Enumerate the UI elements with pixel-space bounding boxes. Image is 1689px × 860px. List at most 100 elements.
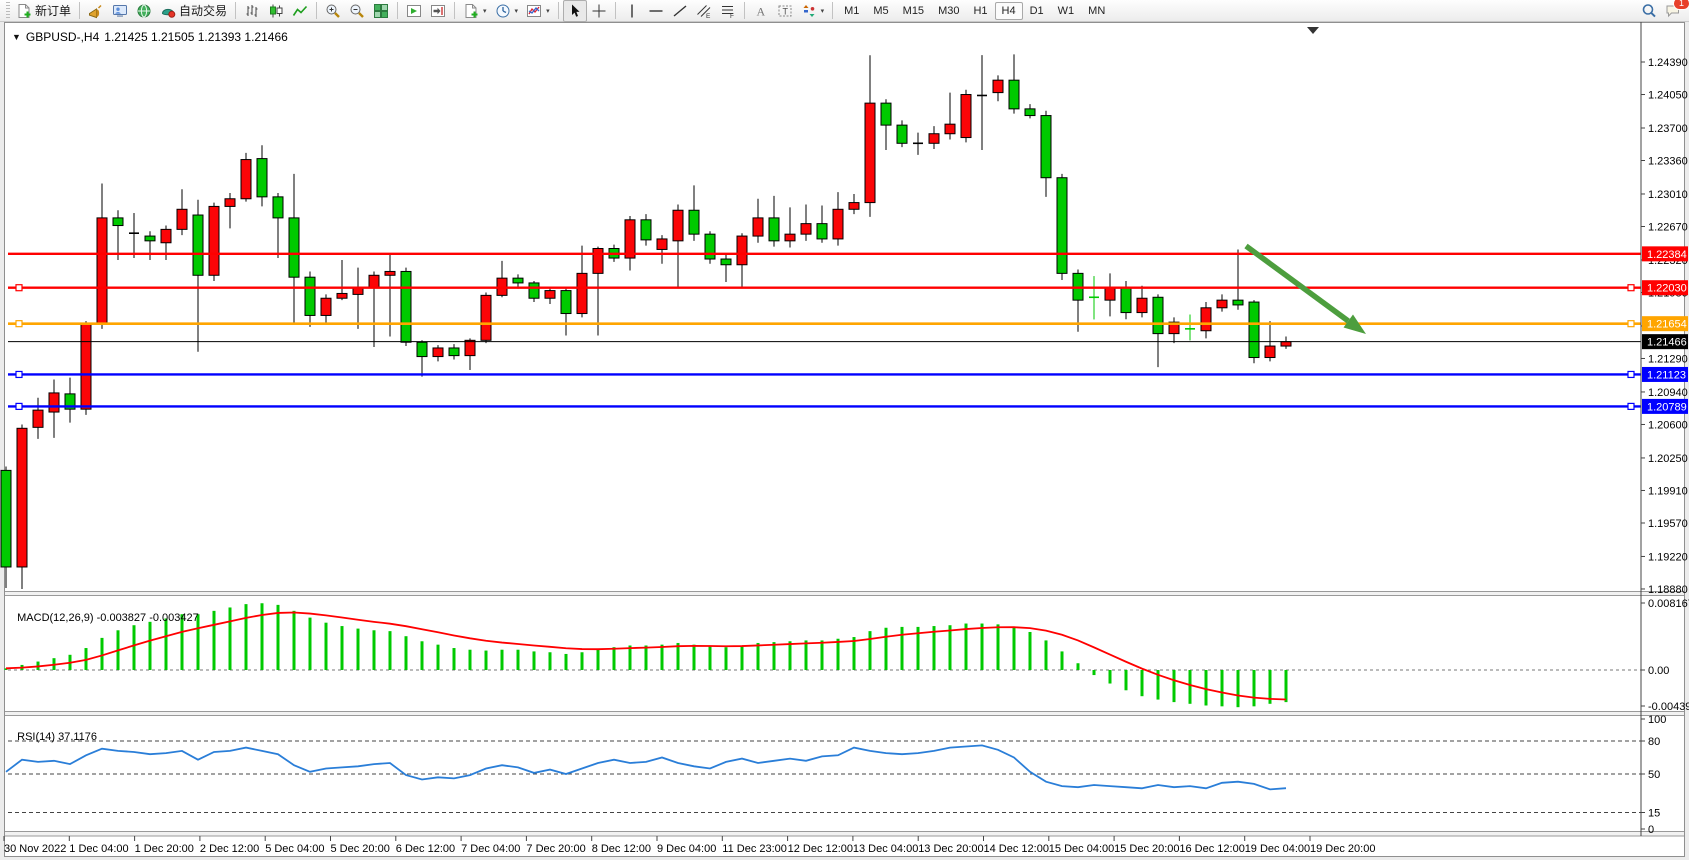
timeframe-w1-button[interactable]: W1 bbox=[1057, 4, 1075, 17]
toolbar-separator bbox=[743, 2, 745, 19]
timeframe-m5-button[interactable]: M5 bbox=[873, 4, 889, 17]
rsi-indicator-label: RSI(14) 37.1176 bbox=[17, 731, 98, 743]
chart-window bbox=[4, 22, 1685, 857]
time-axis[interactable]: 30 Nov 2022 1 Dec 04:00 1 Dec 20:00 2 Dec 1… bbox=[3, 836, 1375, 855]
crosshair-button[interactable] bbox=[587, 0, 611, 22]
line-handle[interactable] bbox=[15, 284, 23, 292]
candle bbox=[336, 292, 348, 299]
search-button[interactable] bbox=[1637, 0, 1661, 22]
line-handle[interactable] bbox=[1627, 370, 1635, 379]
line-handle[interactable] bbox=[1627, 320, 1635, 328]
timeframe-h4-button[interactable]: H4 bbox=[994, 1, 1023, 20]
zoom-in-button[interactable] bbox=[321, 0, 345, 22]
candle bbox=[480, 294, 492, 341]
timeframe-m15-button[interactable]: M15 bbox=[902, 4, 925, 17]
candle bbox=[1216, 299, 1228, 309]
templates-button[interactable]: ▾ bbox=[522, 0, 554, 22]
panel-splitter[interactable] bbox=[5, 591, 1684, 596]
price-tick-label: 1.24050 bbox=[1648, 90, 1688, 102]
tile-windows-button[interactable] bbox=[369, 0, 393, 22]
shift-end-icon bbox=[431, 4, 446, 17]
line-handle[interactable] bbox=[15, 320, 23, 328]
candle bbox=[624, 219, 636, 259]
candle bbox=[1120, 287, 1132, 314]
candle bbox=[176, 208, 188, 230]
text-label-button[interactable]: T bbox=[773, 0, 797, 22]
equidistant-channel-button[interactable]: E bbox=[692, 0, 716, 22]
cursor-button[interactable] bbox=[562, 0, 587, 22]
auto-scroll-button[interactable] bbox=[402, 0, 426, 22]
template-icon bbox=[527, 4, 542, 17]
alerts-horn-button[interactable] bbox=[84, 0, 108, 22]
hat-icon bbox=[162, 8, 176, 18]
svg-text:T: T bbox=[782, 6, 788, 16]
candle bbox=[112, 217, 124, 227]
timeframe-m1-button[interactable]: M1 bbox=[844, 4, 860, 17]
auto-trading-button[interactable]: 自动交易 bbox=[156, 0, 231, 22]
indicator-tick-label: 0.00 bbox=[1648, 665, 1669, 677]
candle bbox=[544, 290, 556, 299]
candle bbox=[960, 94, 972, 139]
candle bbox=[720, 258, 732, 266]
panel-splitter[interactable] bbox=[5, 711, 1684, 716]
timeframe-m30-button[interactable]: M30 bbox=[938, 4, 960, 17]
trend-arrow[interactable] bbox=[1244, 243, 1350, 324]
periods-button[interactable]: ▾ bbox=[491, 0, 523, 22]
toolbar-separator bbox=[235, 2, 237, 19]
toolbar-separator bbox=[79, 2, 81, 19]
candle bbox=[704, 233, 716, 260]
new-chart-button[interactable]: ▾ bbox=[459, 0, 491, 22]
candle bbox=[368, 274, 380, 289]
zoom-out-button[interactable] bbox=[345, 0, 369, 22]
line-handle[interactable] bbox=[15, 402, 23, 410]
candle bbox=[560, 290, 572, 315]
price-tick-label: 1.19910 bbox=[1648, 485, 1688, 497]
candle bbox=[1136, 297, 1148, 314]
time-tick-label: 2 Dec 12:00 bbox=[200, 843, 259, 855]
timeframe-d1-button[interactable]: D1 bbox=[1029, 4, 1044, 17]
chart-shift-button[interactable] bbox=[426, 0, 450, 22]
price-line-badge bbox=[1642, 280, 1688, 296]
new-order-button[interactable]: 新订单 bbox=[12, 0, 75, 22]
line-handle[interactable] bbox=[1627, 284, 1635, 292]
candle bbox=[832, 208, 844, 240]
timeframe-mn-button[interactable]: MN bbox=[1088, 4, 1106, 17]
horizontal-line-button[interactable] bbox=[644, 0, 668, 22]
market-watch-button[interactable] bbox=[108, 0, 132, 22]
mql5-signals-button[interactable] bbox=[132, 0, 156, 22]
tile-icon bbox=[374, 3, 389, 18]
notifications-button[interactable]: 1 bbox=[1661, 0, 1689, 22]
candlestick-chart-button[interactable] bbox=[264, 0, 288, 22]
price-line-badge bbox=[1642, 334, 1688, 350]
symbol-period-label: GBPUSD-,H4 bbox=[25, 30, 100, 44]
time-tick-label: 14 Dec 12:00 bbox=[984, 843, 1049, 855]
price-line-badge-label: 1.20789 bbox=[1647, 401, 1687, 413]
vertical-line-button[interactable] bbox=[620, 0, 644, 22]
time-tick-label: 12 Dec 12:00 bbox=[788, 843, 853, 855]
price-tick-label: 1.24390 bbox=[1648, 57, 1688, 69]
price-tick-label: 1.23360 bbox=[1648, 156, 1688, 168]
candle bbox=[1152, 296, 1164, 335]
arrows-icon bbox=[803, 4, 815, 17]
price-line-badge bbox=[1642, 398, 1688, 414]
timeframe-h1-button[interactable]: H1 bbox=[973, 4, 988, 17]
line-chart-button[interactable] bbox=[288, 0, 312, 22]
toolbar-separator bbox=[832, 2, 834, 19]
panel-splitter[interactable] bbox=[5, 831, 1684, 837]
crosshair-icon bbox=[592, 4, 606, 17]
chart-shift-marker[interactable] bbox=[1307, 27, 1319, 34]
line-handle[interactable] bbox=[15, 370, 23, 379]
candle bbox=[64, 393, 76, 410]
trendline-button[interactable] bbox=[668, 0, 692, 22]
price-line-badge-label: 1.21654 bbox=[1647, 319, 1687, 331]
bars-icon bbox=[246, 4, 258, 17]
candle bbox=[512, 277, 524, 284]
one-click-trading-toggle[interactable]: ▼ bbox=[12, 32, 21, 42]
fibonacci-button[interactable]: F bbox=[716, 0, 740, 22]
text-button[interactable]: A bbox=[749, 0, 773, 22]
arrows-button[interactable]: ▾ bbox=[797, 0, 829, 22]
bar-chart-button[interactable] bbox=[240, 0, 264, 22]
candle bbox=[224, 198, 236, 207]
line-handle[interactable] bbox=[1627, 402, 1635, 410]
